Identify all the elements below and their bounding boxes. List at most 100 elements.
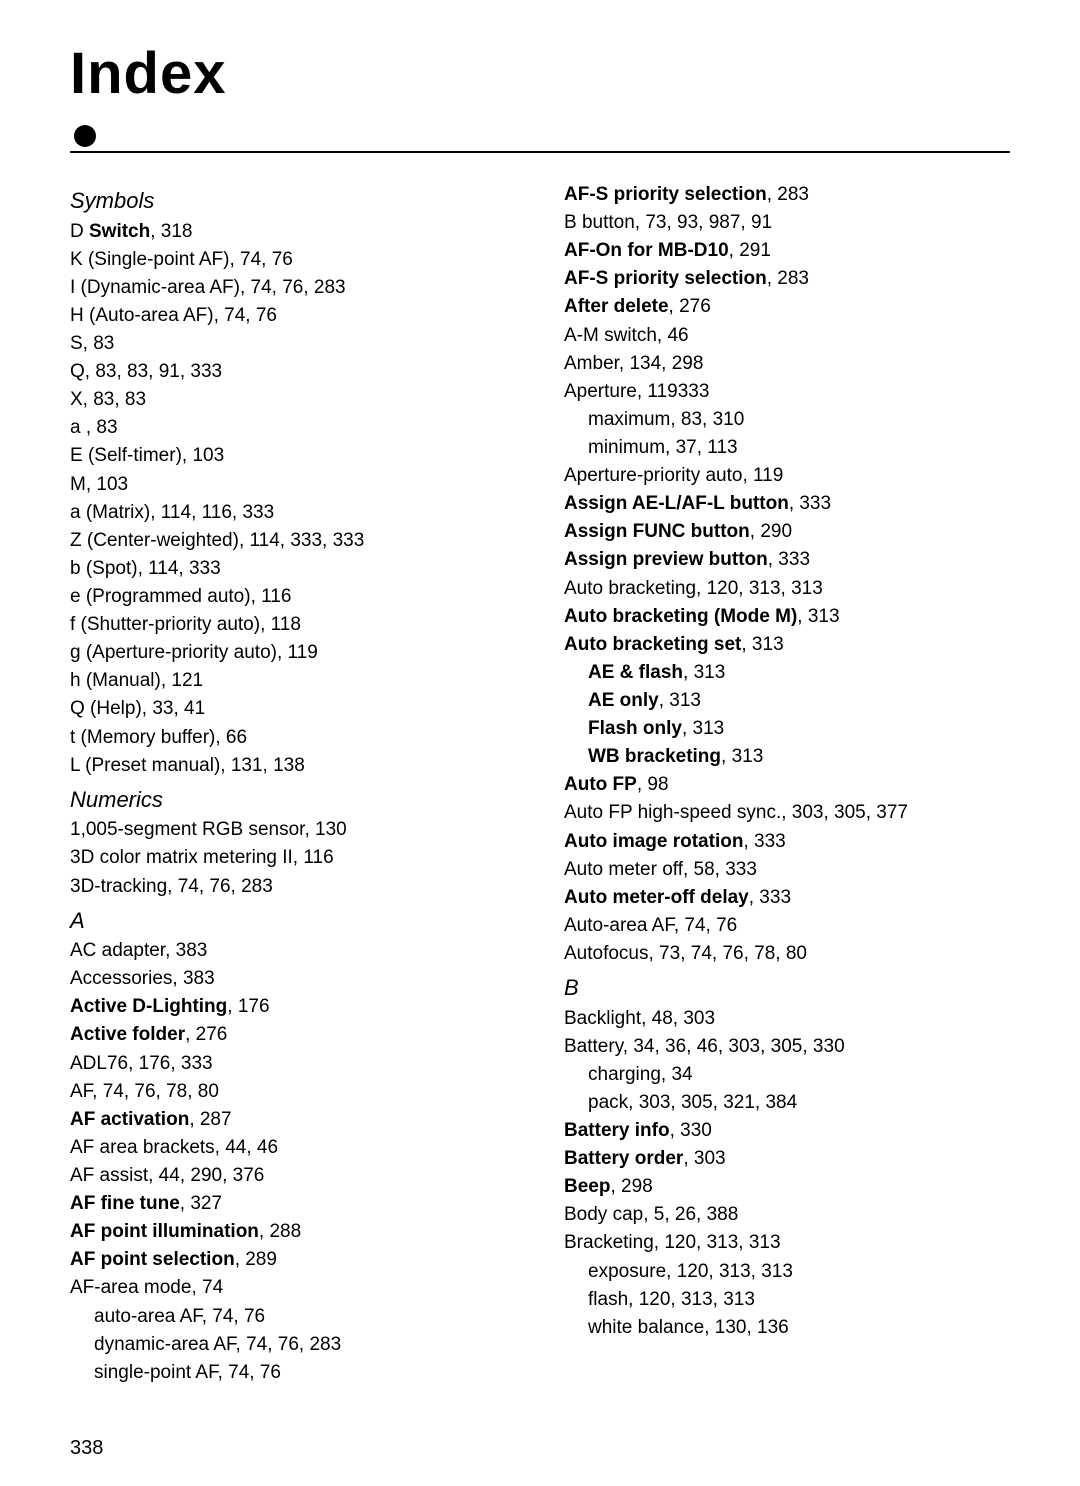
index-entry: white balance, 130, 136	[564, 1314, 1010, 1342]
entry-pages: , 283	[767, 184, 809, 205]
index-entry: AE only, 313	[564, 687, 1010, 715]
index-entry: AC adapter, 383	[70, 937, 516, 965]
index-entry: AF assist, 44, 290, 376	[70, 1162, 516, 1190]
index-entry: auto-area AF, 74, 76	[70, 1303, 516, 1331]
index-entry: AF-S priority selection, 283	[564, 181, 1010, 209]
entry-bold: AF point illumination	[70, 1221, 259, 1242]
index-entry: AF-S priority selection, 283	[564, 265, 1010, 293]
entry-bold: AF-S priority selection	[564, 268, 767, 289]
index-entry: 3D-tracking, 74, 76, 283	[70, 873, 516, 901]
index-entry: t (Memory buffer), 66	[70, 724, 516, 752]
entry-bold: Active folder	[70, 1024, 185, 1045]
index-entry: flash, 120, 313, 313	[564, 1286, 1010, 1314]
index-entry: AF point selection, 289	[70, 1246, 516, 1274]
index-entry: I (Dynamic-area AF), 74, 76, 283	[70, 274, 516, 302]
index-entry: a , 83	[70, 414, 516, 442]
entry-bold: Auto bracketing set	[564, 634, 741, 655]
entry-bold: WB bracketing	[588, 746, 721, 767]
index-entry: Assign FUNC button, 290	[564, 518, 1010, 546]
index-entry: b (Spot), 114, 333	[70, 555, 516, 583]
index-entry: E (Self-timer), 103	[70, 442, 516, 470]
index-entry: g (Aperture-priority auto), 119	[70, 639, 516, 667]
index-entry: AF-area mode, 74	[70, 1274, 516, 1302]
right-column: AF-S priority selection, 283 B button, 7…	[564, 181, 1010, 1387]
index-entry: Autofocus, 73, 74, 76, 78, 80	[564, 940, 1010, 968]
index-entry: charging, 34	[564, 1061, 1010, 1089]
index-entry: M, 103	[70, 471, 516, 499]
entry-bold: Battery info	[564, 1120, 670, 1141]
index-entry: S, 83	[70, 330, 516, 358]
entry-pages: , 313	[797, 606, 839, 627]
index-entry: exposure, 120, 313, 313	[564, 1258, 1010, 1286]
entry-bold: AF-On for MB-D10	[564, 240, 729, 261]
entry-bold: AF-S priority selection	[564, 184, 767, 205]
index-entry: e (Programmed auto), 116	[70, 583, 516, 611]
entry-bold: Auto meter-off delay	[564, 887, 749, 908]
entry-bold: Flash only	[588, 718, 682, 739]
index-entry: Auto FP, 98	[564, 771, 1010, 799]
entry-pages: , 333	[768, 549, 810, 570]
index-entry: minimum, 37, 113	[564, 434, 1010, 462]
entry-bold: AE & flash	[588, 662, 683, 683]
index-title: Index	[70, 40, 1010, 107]
entry-pages: , 276	[669, 296, 711, 317]
index-entry: AF-On for MB-D10, 291	[564, 237, 1010, 265]
index-entry: ADL76, 176, 333	[70, 1050, 516, 1078]
index-entry: X, 83, 83	[70, 386, 516, 414]
bullet-row	[70, 125, 1010, 147]
page-number: 338	[70, 1437, 103, 1460]
entry-pages: , 303	[683, 1148, 725, 1169]
divider	[70, 151, 1010, 153]
index-entry: Auto bracketing, 120, 313, 313	[564, 575, 1010, 603]
entry-bold: Active D-Lighting	[70, 996, 227, 1017]
index-entry: WB bracketing, 313	[564, 743, 1010, 771]
bullet-icon	[74, 125, 96, 147]
index-entry: B button, 73, 93, 987, 91	[564, 209, 1010, 237]
entry-pages: , 288	[259, 1221, 301, 1242]
entry-pages: , 287	[189, 1109, 231, 1130]
index-entry: Z (Center-weighted), 114, 333, 333	[70, 527, 516, 555]
index-entry: K (Single-point AF), 74, 76	[70, 246, 516, 274]
entry-bold: Assign AE-L/AF-L button	[564, 493, 789, 514]
index-entry: H (Auto-area AF), 74, 76	[70, 302, 516, 330]
index-entry: Auto FP high-speed sync., 303, 305, 377	[564, 799, 1010, 827]
index-entry: AF fine tune, 327	[70, 1190, 516, 1218]
index-entry: h (Manual), 121	[70, 667, 516, 695]
index-entry: 1,005-segment RGB sensor, 130	[70, 816, 516, 844]
entry-pages: , 298	[610, 1176, 652, 1197]
entry-bold: Switch	[89, 221, 150, 242]
entry-pages: , 176	[227, 996, 269, 1017]
entry-pages: , 98	[637, 774, 669, 795]
entry-bold: AE only	[588, 690, 659, 711]
index-entry: Amber, 134, 298	[564, 350, 1010, 378]
entry-bold: Auto FP	[564, 774, 637, 795]
entry-pages: , 313	[721, 746, 763, 767]
entry-pages: , 327	[180, 1193, 222, 1214]
numerics-heading: Numerics	[70, 784, 516, 817]
entry-pages: , 333	[743, 831, 785, 852]
entry-bold: Auto bracketing (Mode M)	[564, 606, 797, 627]
index-entry: Auto meter off, 58, 333	[564, 856, 1010, 884]
index-entry: AF area brackets, 44, 46	[70, 1134, 516, 1162]
index-entry: Active folder, 276	[70, 1021, 516, 1049]
entry-bold: AF fine tune	[70, 1193, 180, 1214]
entry-pages: , 313	[682, 718, 724, 739]
index-entry: Battery, 34, 36, 46, 303, 305, 330	[564, 1033, 1010, 1061]
index-entry: Bracketing, 120, 313, 313	[564, 1229, 1010, 1257]
index-entry: Q (Help), 33, 41	[70, 695, 516, 723]
index-columns: Symbols D Switch, 318 K (Single-point AF…	[70, 181, 1010, 1387]
index-entry: Body cap, 5, 26, 388	[564, 1201, 1010, 1229]
index-entry: a (Matrix), 114, 116, 333	[70, 499, 516, 527]
index-entry: Backlight, 48, 303	[564, 1005, 1010, 1033]
entry-pages: , 318	[150, 221, 192, 242]
index-entry: Battery order, 303	[564, 1145, 1010, 1173]
entry-pages: , 333	[749, 887, 791, 908]
entry-pages: , 330	[670, 1120, 712, 1141]
index-entry: Battery info, 330	[564, 1117, 1010, 1145]
index-entry: Auto meter-off delay, 333	[564, 884, 1010, 912]
index-entry: Assign preview button, 333	[564, 546, 1010, 574]
index-entry: A-M switch, 46	[564, 322, 1010, 350]
entry-pages: , 283	[767, 268, 809, 289]
entry-bold: Assign FUNC button	[564, 521, 750, 542]
entry-prefix: D	[70, 221, 89, 242]
